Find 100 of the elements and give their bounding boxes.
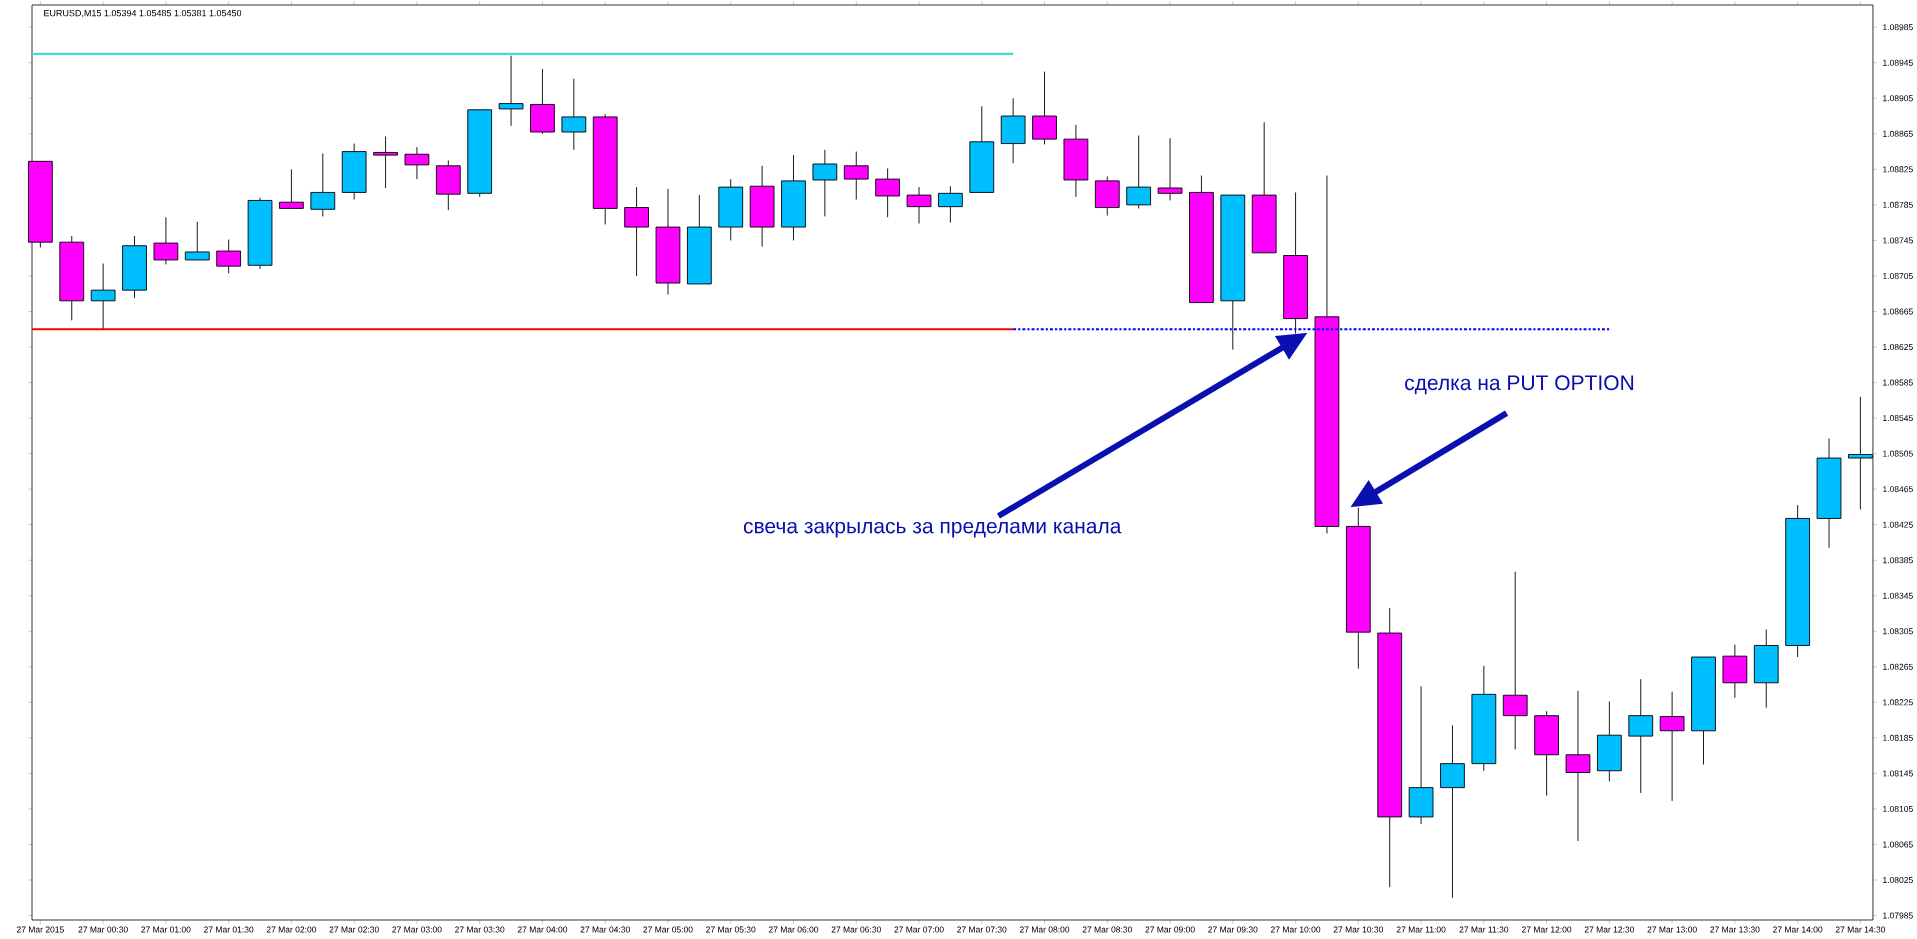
candlestick [749, 165, 775, 248]
chart-title: EURUSD,M15 1.05394 1.05485 1.05381 1.05450 [44, 9, 242, 18]
candlestick [310, 152, 336, 217]
candlestick [655, 188, 681, 296]
y-tick-label: 1.08985 [1883, 24, 1913, 31]
x-tick-label: 27 Mar 11:00 [1396, 926, 1446, 933]
y-tick-label: 1.08905 [1883, 95, 1913, 102]
candlestick [435, 160, 461, 211]
candlestick [341, 143, 367, 200]
candlestick [1753, 629, 1779, 709]
candlestick [1000, 97, 1026, 164]
candlestick [90, 263, 116, 330]
x-tick-label: 27 Mar 14:30 [1835, 926, 1886, 933]
x-tick-label: 27 Mar 11:30 [1459, 926, 1509, 933]
candlestick [1157, 137, 1183, 201]
candlestick [1408, 685, 1434, 825]
candlestick [1345, 507, 1371, 670]
x-tick-label: 27 Mar 10:00 [1270, 926, 1321, 933]
candlestick [373, 136, 398, 189]
x-tick-label: 27 Mar 01:30 [204, 926, 254, 933]
candlestick [781, 154, 806, 241]
x-tick-label: 27 Mar 12:00 [1521, 926, 1572, 933]
candlestick [1471, 665, 1497, 772]
x-tick-label: 27 Mar 13:30 [1710, 926, 1760, 933]
candlestick [153, 216, 179, 265]
x-tick-label: 27 Mar 08:30 [1082, 926, 1132, 933]
x-tick-label: 27 Mar 14:00 [1773, 926, 1823, 933]
candlestick [216, 239, 242, 274]
x-tick-label: 27 Mar 01:00 [141, 926, 191, 933]
x-tick-label: 27 Mar 06:30 [831, 926, 881, 933]
y-tick-label: 1.08785 [1883, 201, 1913, 208]
candlestick [498, 55, 524, 127]
candlestick [1283, 191, 1308, 335]
candlestick [1063, 124, 1089, 198]
y-tick-label: 1.08105 [1883, 805, 1913, 812]
x-tick-label: 27 Mar 07:00 [894, 926, 944, 933]
x-tick-label: 27 Mar 00:30 [78, 926, 128, 933]
y-tick-label: 1.08585 [1883, 379, 1913, 386]
candlestick [1094, 175, 1120, 216]
candlestick [624, 186, 649, 277]
candlestick [843, 151, 869, 200]
candlestick [1785, 504, 1811, 658]
y-tick-label: 1.08385 [1883, 557, 1913, 564]
y-tick-label: 1.08025 [1883, 877, 1913, 884]
y-tick-label: 1.08425 [1883, 521, 1913, 528]
candlestick [122, 235, 147, 299]
candlestick [1314, 175, 1340, 534]
y-tick-label: 1.08625 [1883, 344, 1913, 351]
candlestick [1502, 571, 1528, 750]
annotation: свеча закрылась за пределами канала [743, 521, 1122, 538]
x-tick-label: 27 Mar 02:30 [329, 926, 379, 933]
annotation: сделка на PUT OPTION [1405, 375, 1634, 395]
x-tick-label: 27 Mar 04:30 [580, 926, 630, 933]
x-tick-label: 27 Mar 12:30 [1584, 926, 1635, 933]
x-tick-label: 27 Mar 2015 [16, 926, 64, 933]
candlestick [1659, 691, 1685, 802]
candlestick [247, 197, 273, 270]
y-tick-label: 1.08705 [1883, 272, 1913, 279]
y-tick-label: 1.08545 [1883, 415, 1913, 422]
y-tick-label: 1.08465 [1883, 486, 1913, 493]
x-tick-label: 27 Mar 09:30 [1208, 926, 1258, 933]
x-tick-label: 27 Mar 03:00 [392, 926, 442, 933]
y-tick-label: 1.08665 [1883, 308, 1913, 315]
x-tick-label: 27 Mar 06:00 [768, 926, 819, 933]
y-tick-label: 1.08185 [1883, 734, 1913, 741]
y-tick-label: 1.08265 [1883, 663, 1913, 670]
y-tick-label: 1.08745 [1883, 237, 1913, 244]
candlestick [1440, 724, 1465, 899]
candlestick [812, 149, 838, 217]
y-tick-label: 1.08505 [1883, 450, 1913, 457]
x-tick-label: 27 Mar 02:00 [266, 926, 317, 933]
candlestick [906, 186, 932, 224]
x-tick-label: 27 Mar 09:00 [1145, 926, 1195, 933]
y-tick-label: 1.08345 [1883, 592, 1913, 599]
y-tick-label: 1.08065 [1883, 841, 1913, 848]
x-tick-label: 27 Mar 04:00 [517, 926, 568, 933]
y-tick-label: 1.08945 [1883, 59, 1913, 66]
candlestick [1377, 607, 1403, 888]
candlestick [59, 235, 85, 321]
y-tick-label: 1.08145 [1883, 770, 1913, 777]
candlestick [938, 185, 963, 224]
y-tick-label: 1.08225 [1883, 699, 1913, 706]
candlestick [718, 178, 744, 241]
x-tick-label: 27 Mar 13:00 [1647, 926, 1697, 933]
x-tick-label: 27 Mar 10:30 [1333, 926, 1384, 933]
candlestick [1565, 690, 1591, 842]
candlestick [404, 146, 430, 180]
x-tick-label: 27 Mar 08:00 [1019, 926, 1070, 933]
y-tick-label: 1.07985 [1883, 912, 1913, 919]
x-tick-label: 27 Mar 03:30 [455, 926, 505, 933]
y-tick-label: 1.08305 [1883, 628, 1913, 635]
x-tick-label: 27 Mar 05:30 [706, 926, 756, 933]
candlestick [1722, 644, 1748, 699]
candlestick [875, 167, 901, 218]
x-tick-label: 27 Mar 05:00 [643, 926, 693, 933]
candlestick [1534, 710, 1559, 797]
y-tick-label: 1.08825 [1883, 166, 1913, 173]
candlestick [561, 78, 587, 151]
candlestick [1816, 438, 1842, 549]
candlestick [1628, 678, 1654, 794]
